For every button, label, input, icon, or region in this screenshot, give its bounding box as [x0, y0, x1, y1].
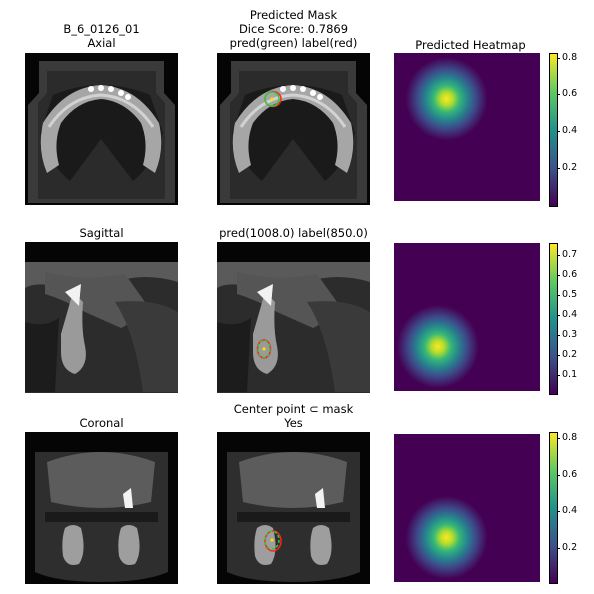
- view-axial-label: Axial: [87, 36, 116, 50]
- pred-contour-green: [257, 339, 271, 359]
- colorbar-sagittal: [549, 243, 558, 395]
- pred-contour-green: [264, 91, 280, 107]
- label-contour-red: [264, 530, 282, 552]
- mask-sagittal-image: [217, 242, 370, 393]
- case-id: B_6_0126_01: [63, 22, 140, 36]
- dice-score: Dice Score: 0.7869: [238, 22, 349, 36]
- ct-axial-title: B_6_0126_01 Axial: [25, 22, 178, 50]
- heatmap-axial: [394, 53, 540, 201]
- heatmap-coronal: [394, 434, 540, 582]
- pred-contour-green: [264, 530, 280, 550]
- predicted-mask-title: Predicted Mask Dice Score: 0.7869 pred(g…: [217, 8, 370, 50]
- mask-axial-image: [217, 53, 370, 205]
- pred-label-values: pred(1008.0) label(850.0): [219, 226, 368, 240]
- mask-coronal-image: [217, 432, 370, 584]
- mask-legend: pred(green) label(red): [229, 36, 358, 50]
- center-point-check: Center point ⊂ mask Yes: [217, 402, 370, 430]
- ct-sagittal-title: Sagittal: [79, 226, 124, 240]
- colorbar-coronal: [549, 432, 558, 584]
- heatmap-sagittal: [394, 243, 540, 391]
- ct-coronal-title: Coronal: [79, 416, 124, 430]
- colorbar-axial: [549, 53, 558, 207]
- heatmap-title: Predicted Heatmap: [415, 38, 526, 52]
- ct-coronal-image: [25, 432, 178, 584]
- ct-axial-image: [25, 53, 178, 205]
- center-point-answer: Yes: [284, 416, 303, 430]
- ct-sagittal-image: [25, 242, 178, 393]
